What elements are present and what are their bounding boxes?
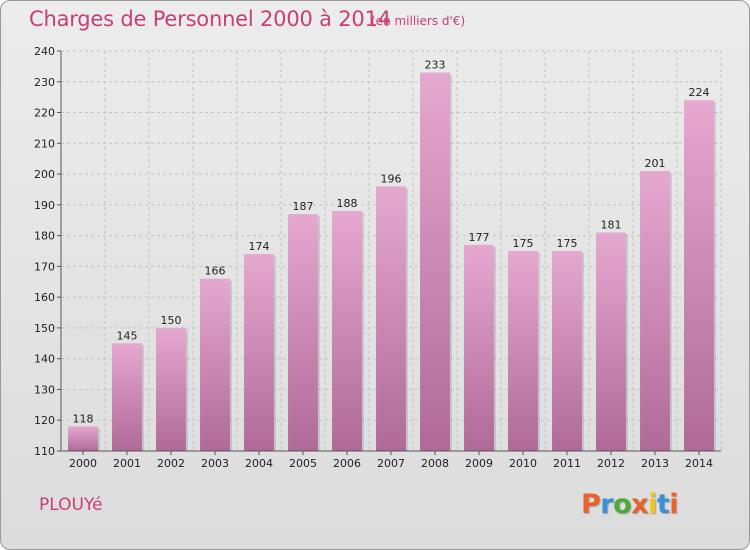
x-tick-label: 2003 [201,457,229,470]
data-label: 201 [645,157,666,170]
x-tick-label: 2010 [509,457,537,470]
bar [244,254,274,451]
x-tick-label: 2008 [421,457,449,470]
x-tick-label: 2005 [289,457,317,470]
bar [552,251,582,451]
x-tick-label: 2004 [245,457,273,470]
x-tick-label: 2000 [69,457,97,470]
y-tick-label: 200 [34,168,55,181]
y-tick-label: 150 [34,322,55,335]
x-tick-label: 2002 [157,457,185,470]
data-label: 150 [161,314,182,327]
x-tick-label: 2001 [113,457,141,470]
logo-letter: o [613,489,632,520]
proxiti-logo: Proxiti [581,489,679,520]
y-tick-label: 130 [34,383,55,396]
commune-name: PLOUYé [39,495,103,515]
logo-letter: t [656,489,670,520]
data-label: 166 [205,265,226,278]
y-tick-label: 230 [34,76,55,89]
logo-letter: P [581,489,601,520]
x-tick-label: 2014 [685,457,713,470]
data-label: 174 [249,240,270,253]
bar [332,211,362,451]
bar [508,251,538,451]
x-tick-label: 2006 [333,457,361,470]
y-tick-label: 180 [34,230,55,243]
y-tick-label: 140 [34,353,55,366]
chart-subtitle: (en milliers d'€) [371,14,466,28]
bar [156,327,186,451]
data-label: 181 [601,219,622,232]
y-tick-label: 110 [34,445,55,458]
y-tick-label: 210 [34,137,55,150]
x-tick-label: 2009 [465,457,493,470]
logo-letter: i [648,489,657,520]
bar [420,72,450,452]
bars: 118 145 150 166 174 187 188 196 233 177 175 175 181 2… [68,59,716,452]
logo-letter: r [600,489,614,520]
data-label: 145 [117,329,138,342]
data-label: 175 [557,237,578,250]
y-tick-label: 220 [34,107,55,120]
data-label: 187 [293,200,314,213]
logo-letter: x [631,489,649,520]
bar [684,100,714,451]
data-label: 233 [425,59,446,72]
bar [200,278,230,451]
data-label: 196 [381,172,402,185]
data-label: 118 [73,412,94,425]
data-label: 188 [337,197,358,210]
data-label: 175 [513,237,534,250]
x-tick-label: 2011 [553,457,581,470]
y-tick-label: 120 [34,414,55,427]
x-tick-label: 2007 [377,457,405,470]
bar [596,232,626,451]
data-label: 177 [469,231,490,244]
bar [640,171,670,451]
y-tick-label: 190 [34,199,55,212]
bar [68,426,98,451]
logo-letter: i [669,489,679,520]
bar [112,343,142,451]
y-tick-label: 170 [34,260,55,273]
axes: 110 120 130 140 150 160 170 180 190 200 210 220 230 2… [34,45,721,470]
chart-title: Charges de Personnel 2000 à 2014 [29,7,391,31]
x-tick-label: 2012 [597,457,625,470]
data-label: 224 [689,86,710,99]
x-tick-label: 2013 [641,457,669,470]
bar [376,186,406,451]
bar [464,244,494,451]
bar [288,214,318,451]
y-tick-label: 160 [34,291,55,304]
y-tick-label: 240 [34,45,55,58]
